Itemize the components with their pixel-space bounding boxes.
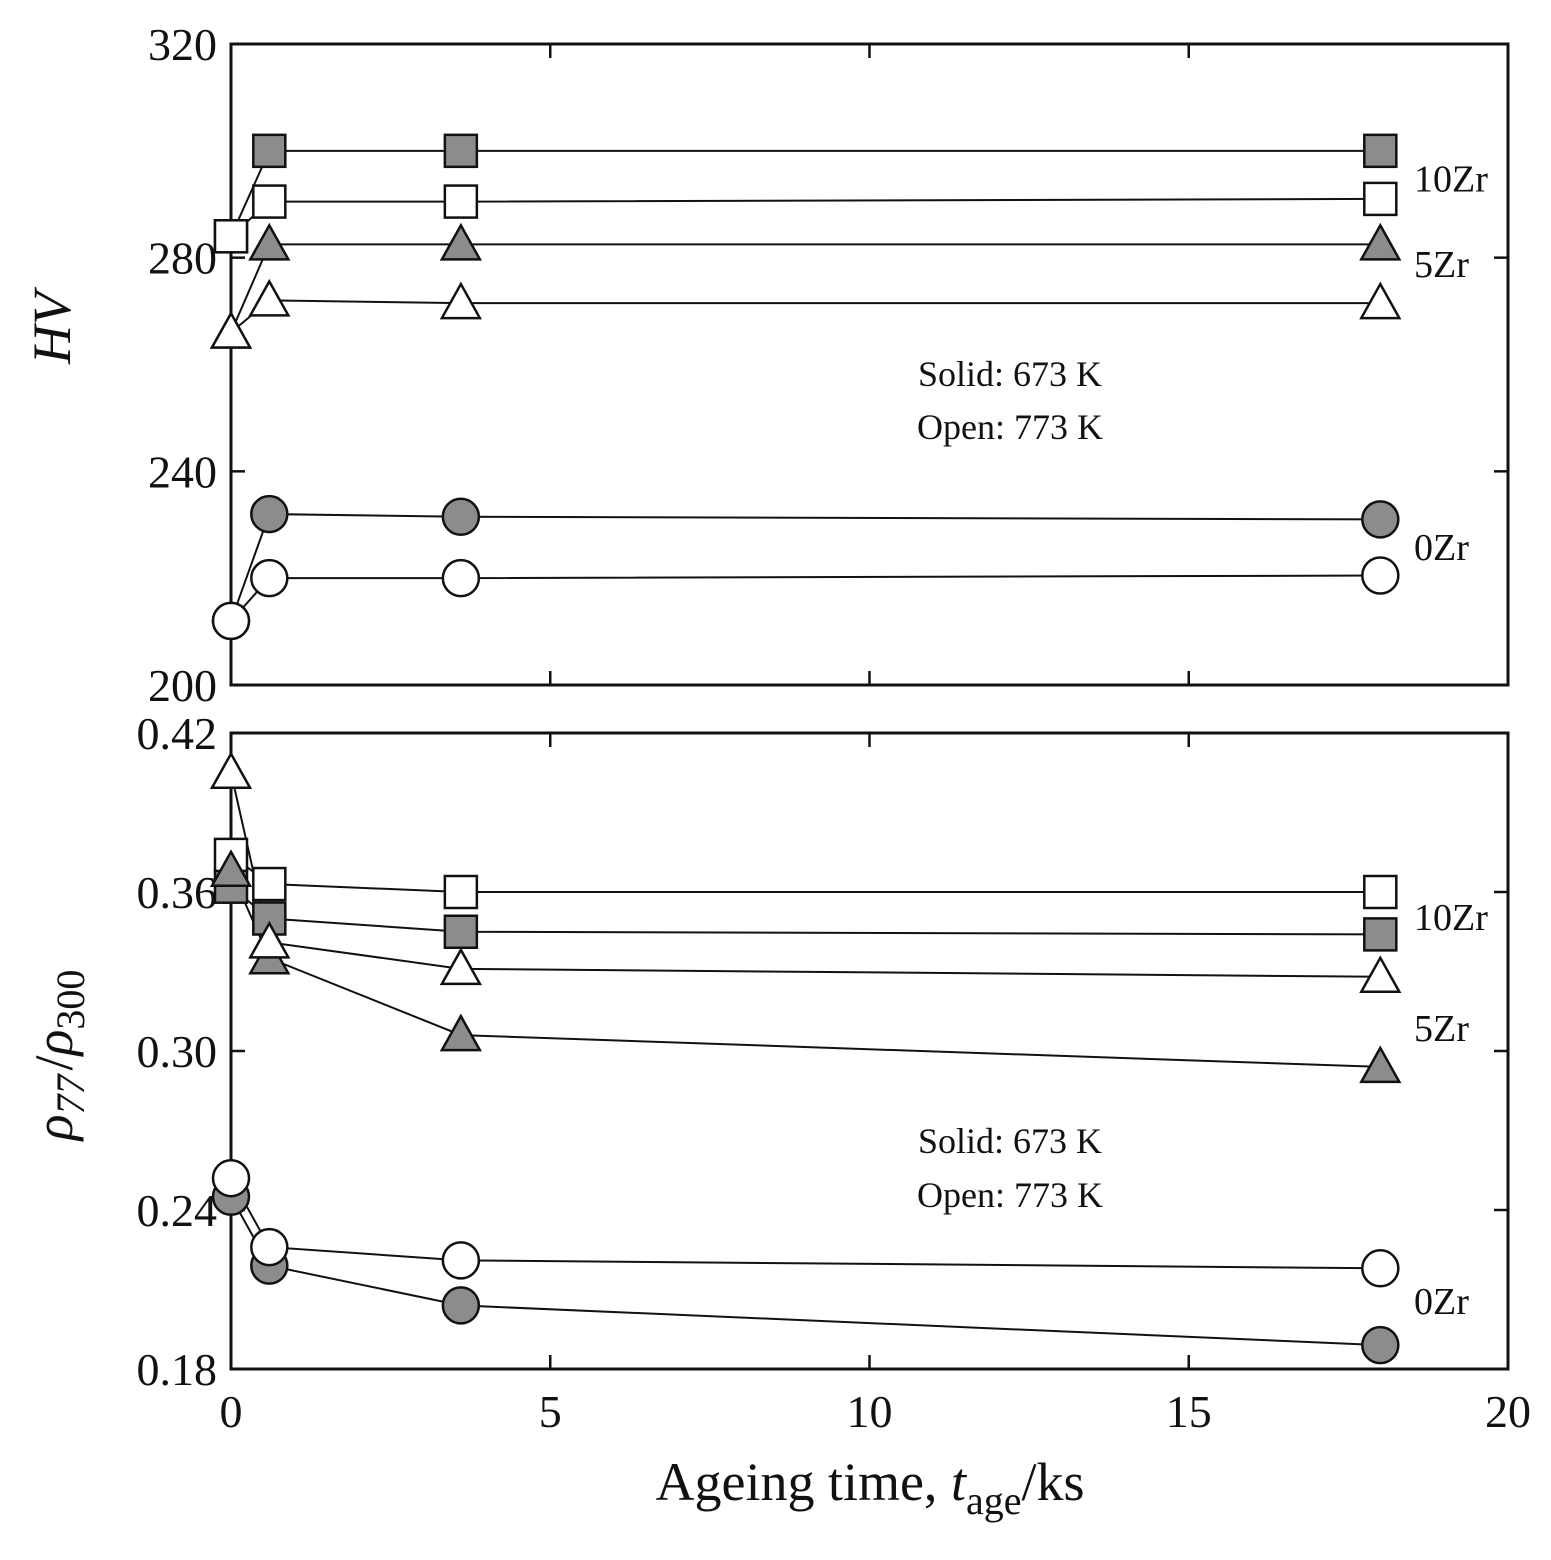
y-title-sub-77: 77: [48, 1073, 93, 1115]
x-axis-title: Ageing time, tage/ks: [655, 1452, 1084, 1523]
top-point-0zr-open-circle: [1361, 556, 1400, 595]
x-tick-label: 0: [220, 1386, 243, 1437]
x-tick-label: 15: [1166, 1386, 1212, 1437]
x-title-t: t: [951, 1452, 968, 1512]
y-title-sub-300: 300: [48, 970, 93, 1030]
top-series-line-5zr-open: [230, 299, 1381, 334]
bottom-series-line-5zr-solid: [230, 870, 1381, 1068]
top-point-5zr-open-triangle: [209, 310, 253, 349]
bottom-point-0zr-open-circle: [211, 1158, 251, 1198]
y-title-rho-1: ρ: [24, 1115, 84, 1143]
bottom-series-line-0zr-solid: [230, 1196, 1381, 1347]
top-y-tick-label: 200: [148, 660, 217, 711]
bottom-y-tick-label: 0.18: [137, 1344, 218, 1395]
top-point-0zr-open-circle: [211, 601, 251, 641]
bottom-point-10zr-open-square: [252, 866, 287, 902]
bottom-point-5zr-solid-triangle: [209, 849, 253, 888]
bottom-point-0zr-open-circle: [1361, 1249, 1400, 1288]
bottom-point-5zr-open-triangle: [209, 751, 253, 789]
top-point-10zr-open-square: [213, 219, 249, 254]
y-title-rho-2: ρ: [24, 1030, 84, 1058]
x-title-prefix: Ageing time,: [655, 1452, 950, 1512]
top-point-10zr-solid-square: [1363, 133, 1398, 169]
top-point-10zr-open-square: [1363, 181, 1398, 217]
top-point-5zr-solid-triangle: [1359, 222, 1402, 261]
top-y-tick-label: 240: [148, 446, 217, 497]
top-point-10zr-solid-square: [252, 133, 287, 169]
top-point-10zr-open-square: [252, 184, 287, 219]
bottom-y-axis-title: ρ77/ρ300: [24, 970, 93, 1143]
bottom-point-5zr-open-triangle: [248, 920, 291, 959]
top-point-5zr-solid-triangle: [248, 222, 291, 261]
bottom-point-5zr-open-triangle: [439, 947, 482, 986]
panel-top-hardness: 200 240 280 320 10Zr 5Zr 0Zr Solid: 673 K Open: …: [148, 19, 1510, 711]
top-point-5zr-open-triangle: [1359, 281, 1402, 320]
top-point-0zr-solid-circle: [441, 497, 481, 536]
top-point-10zr-open-square: [443, 184, 479, 219]
x-tick-label: 5: [539, 1386, 562, 1437]
top-point-0zr-solid-circle: [1361, 500, 1400, 539]
bottom-point-5zr-solid-triangle: [1359, 1045, 1402, 1084]
bottom-point-10zr-open-square: [1363, 874, 1398, 910]
top-group-label-0zr: 0Zr: [1414, 527, 1469, 569]
x-title-sub-age: age: [966, 1478, 1022, 1523]
top-point-0zr-open-circle: [250, 558, 289, 598]
bottom-group-label-5zr: 5Zr: [1414, 1008, 1469, 1050]
bottom-series-line-10zr-solid: [230, 885, 1381, 936]
top-y-tick-label: 320: [148, 19, 217, 70]
bottom-series-line-5zr-open: [230, 772, 1381, 978]
bottom-point-10zr-solid-square: [1363, 917, 1398, 952]
x-tick-label: 20: [1485, 1386, 1531, 1437]
bottom-point-10zr-open-square: [443, 874, 479, 910]
bottom-y-tick-label: 0.42: [137, 708, 218, 759]
top-series-line-0zr-solid: [230, 513, 1381, 622]
top-group-label-10zr: 10Zr: [1414, 159, 1488, 201]
top-plot-frame: [229, 42, 1510, 687]
bottom-y-tick-label: 0.30: [137, 1026, 218, 1077]
top-annotation-line: Open: 773 K: [917, 407, 1103, 447]
bottom-point-5zr-solid-triangle: [439, 1013, 482, 1052]
bottom-y-tick-label: 0.24: [137, 1185, 218, 1236]
top-group-label-5zr: 5Zr: [1414, 244, 1469, 286]
bottom-annotation-line: Open: 773 K: [917, 1175, 1103, 1215]
bottom-series-line-10zr-open: [230, 854, 1381, 893]
top-series-line-0zr-open: [230, 574, 1381, 622]
top-annotation-line: Solid: 673 K: [918, 354, 1102, 394]
bottom-annotation-line: Solid: 673 K: [918, 1121, 1102, 1161]
top-series-line-10zr-solid: [230, 149, 1381, 237]
top-y-tick-label: 280: [148, 233, 217, 284]
top-point-5zr-solid-triangle: [439, 222, 482, 261]
top-point-5zr-open-triangle: [439, 281, 482, 320]
top-point-0zr-solid-circle: [250, 494, 289, 534]
bottom-plot-frame: [229, 731, 1510, 1371]
bottom-point-5zr-open-triangle: [1359, 955, 1402, 994]
bottom-point-0zr-open-circle: [250, 1227, 289, 1267]
top-series-line-5zr-solid: [230, 243, 1381, 333]
y-title-slash: /: [24, 1055, 84, 1070]
bottom-point-10zr-solid-square: [443, 914, 479, 949]
top-point-5zr-open-triangle: [248, 278, 291, 317]
top-point-10zr-solid-square: [443, 133, 479, 169]
bottom-point-0zr-solid-circle: [1361, 1325, 1400, 1365]
x-title-suffix: /ks: [1021, 1452, 1084, 1512]
bottom-point-0zr-open-circle: [441, 1241, 481, 1280]
panel-bottom-resistivity-ratio: 0 5 10 15 20 0.18 0.24 0.30 0.36 0.42 10Zr 5Zr 0Zr So…: [137, 708, 1532, 1437]
top-y-axis-title: HV: [22, 286, 82, 365]
bottom-y-tick-label: 0.36: [137, 867, 218, 918]
top-series-line-10zr-open: [230, 197, 1381, 238]
x-tick-label: 10: [847, 1386, 893, 1437]
bottom-group-label-10zr: 10Zr: [1414, 897, 1488, 939]
bottom-point-0zr-solid-circle: [441, 1286, 481, 1325]
bottom-series-line-0zr-open: [230, 1177, 1381, 1270]
bottom-group-label-0zr: 0Zr: [1414, 1281, 1469, 1323]
top-point-0zr-open-circle: [441, 558, 481, 598]
